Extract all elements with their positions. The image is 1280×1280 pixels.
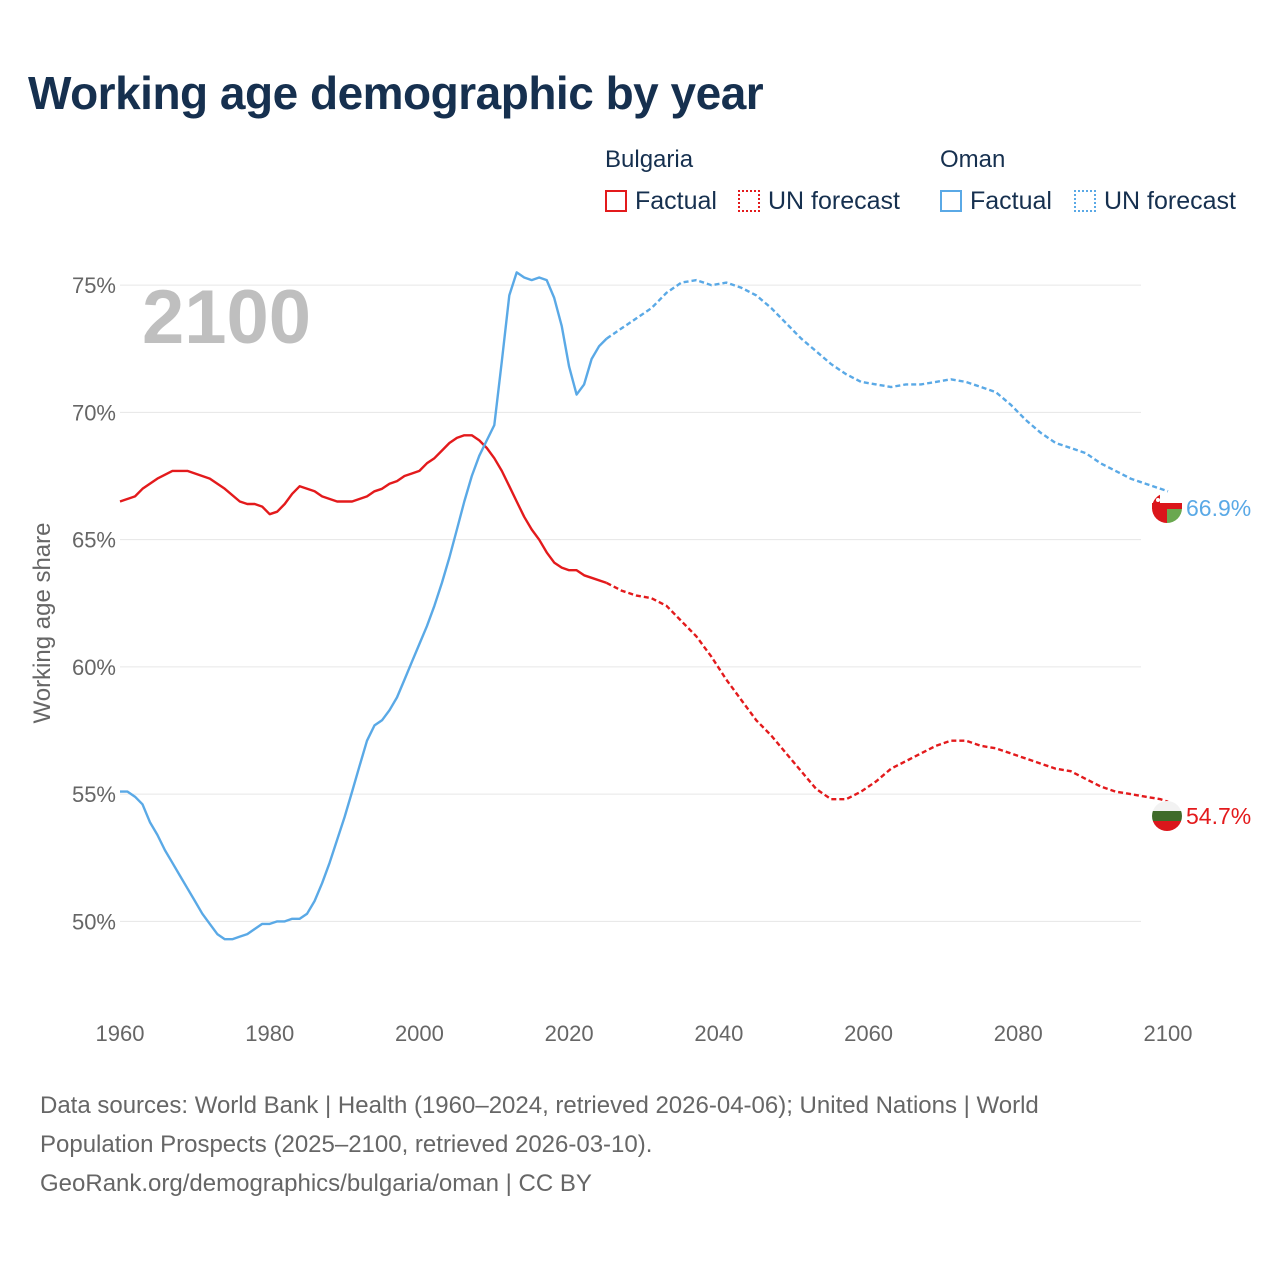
- y-tick-label: 50%: [72, 909, 116, 934]
- data-sources: Data sources: World Bank | Health (1960–…: [40, 1086, 1240, 1203]
- year-overlay: 2100: [142, 275, 311, 360]
- legend-swatch-oman-factual: [940, 190, 962, 212]
- legend-swatch-bulgaria-factual: [605, 190, 627, 212]
- legend-group-bulgaria: Bulgaria: [605, 146, 694, 173]
- legend-swatch-bulgaria-forecast: [738, 190, 760, 212]
- oman-end-label: 66.9%: [1186, 495, 1251, 521]
- legend-label-oman-forecast: UN forecast: [1104, 186, 1236, 215]
- bulgaria-factual-line: [119, 434, 607, 585]
- legend-oman-forecast[interactable]: UN forecast: [1074, 186, 1236, 216]
- legend-bulgaria-forecast[interactable]: UN forecast: [738, 186, 900, 216]
- bulgaria-end-marker[interactable]: [1152, 801, 1182, 831]
- bulgaria-end-label: 54.7%: [1186, 803, 1251, 829]
- legend-group-oman: Oman: [940, 146, 1006, 173]
- x-tick-label: 1980: [245, 1021, 294, 1046]
- sources-line-2: Population Prospects (2025–2100, retriev…: [40, 1131, 653, 1158]
- series-lines: [119, 271, 1169, 941]
- y-tick-label: 70%: [72, 400, 116, 425]
- oman-flag-green: [1167, 508, 1182, 523]
- x-tick-label: 2040: [694, 1021, 743, 1046]
- line-chart: 50% 55% 60% 65% 70% 75% 1960 1980 2000 2020 2040 2…: [29, 271, 1251, 1046]
- bulgaria-flag-white: [1152, 801, 1182, 811]
- x-tick-label: 2020: [545, 1021, 594, 1046]
- oman-flag-red-band: [1152, 503, 1182, 509]
- sources-line-1: Data sources: World Bank | Health (1960–…: [40, 1092, 1039, 1119]
- x-tick-label: 2080: [994, 1021, 1043, 1046]
- legend-swatch-oman-forecast: [1074, 190, 1096, 212]
- legend-label-bulgaria-forecast: UN forecast: [768, 186, 900, 215]
- bulgaria-flag-green: [1152, 811, 1182, 821]
- oman-emblem-icon: [1156, 498, 1160, 502]
- oman-flag-red-lower: [1152, 508, 1167, 523]
- x-tick-label: 1960: [96, 1021, 145, 1046]
- y-tick-label: 65%: [72, 528, 116, 553]
- bulgaria-forecast-line: [606, 581, 1169, 803]
- y-tick-label: 60%: [72, 655, 116, 680]
- y-tick-label: 75%: [72, 273, 116, 298]
- legend-bulgaria-factual[interactable]: Factual: [605, 186, 717, 216]
- x-axis-ticks: 1960 1980 2000 2020 2040 2060 2080 2100: [96, 1021, 1193, 1046]
- oman-factual-line: [120, 271, 608, 941]
- oman-forecast-line: [605, 278, 1169, 493]
- x-tick-label: 2060: [844, 1021, 893, 1046]
- x-tick-label: 2100: [1144, 1021, 1193, 1046]
- legend-label-bulgaria-factual: Factual: [635, 186, 717, 215]
- grid-lines: [120, 284, 1141, 922]
- legend-label-oman-factual: Factual: [970, 186, 1052, 215]
- y-axis-label: Working age share: [29, 523, 56, 724]
- oman-end-marker[interactable]: [1152, 493, 1182, 523]
- y-axis-ticks: 50% 55% 60% 65% 70% 75%: [72, 273, 116, 934]
- bulgaria-flag-red: [1152, 821, 1182, 831]
- x-tick-label: 2000: [395, 1021, 444, 1046]
- sources-line-3: GeoRank.org/demographics/bulgaria/oman |…: [40, 1170, 592, 1197]
- legend-oman-factual[interactable]: Factual: [940, 186, 1052, 216]
- chart-title: Working age demographic by year: [28, 67, 764, 119]
- y-tick-label: 55%: [72, 782, 116, 807]
